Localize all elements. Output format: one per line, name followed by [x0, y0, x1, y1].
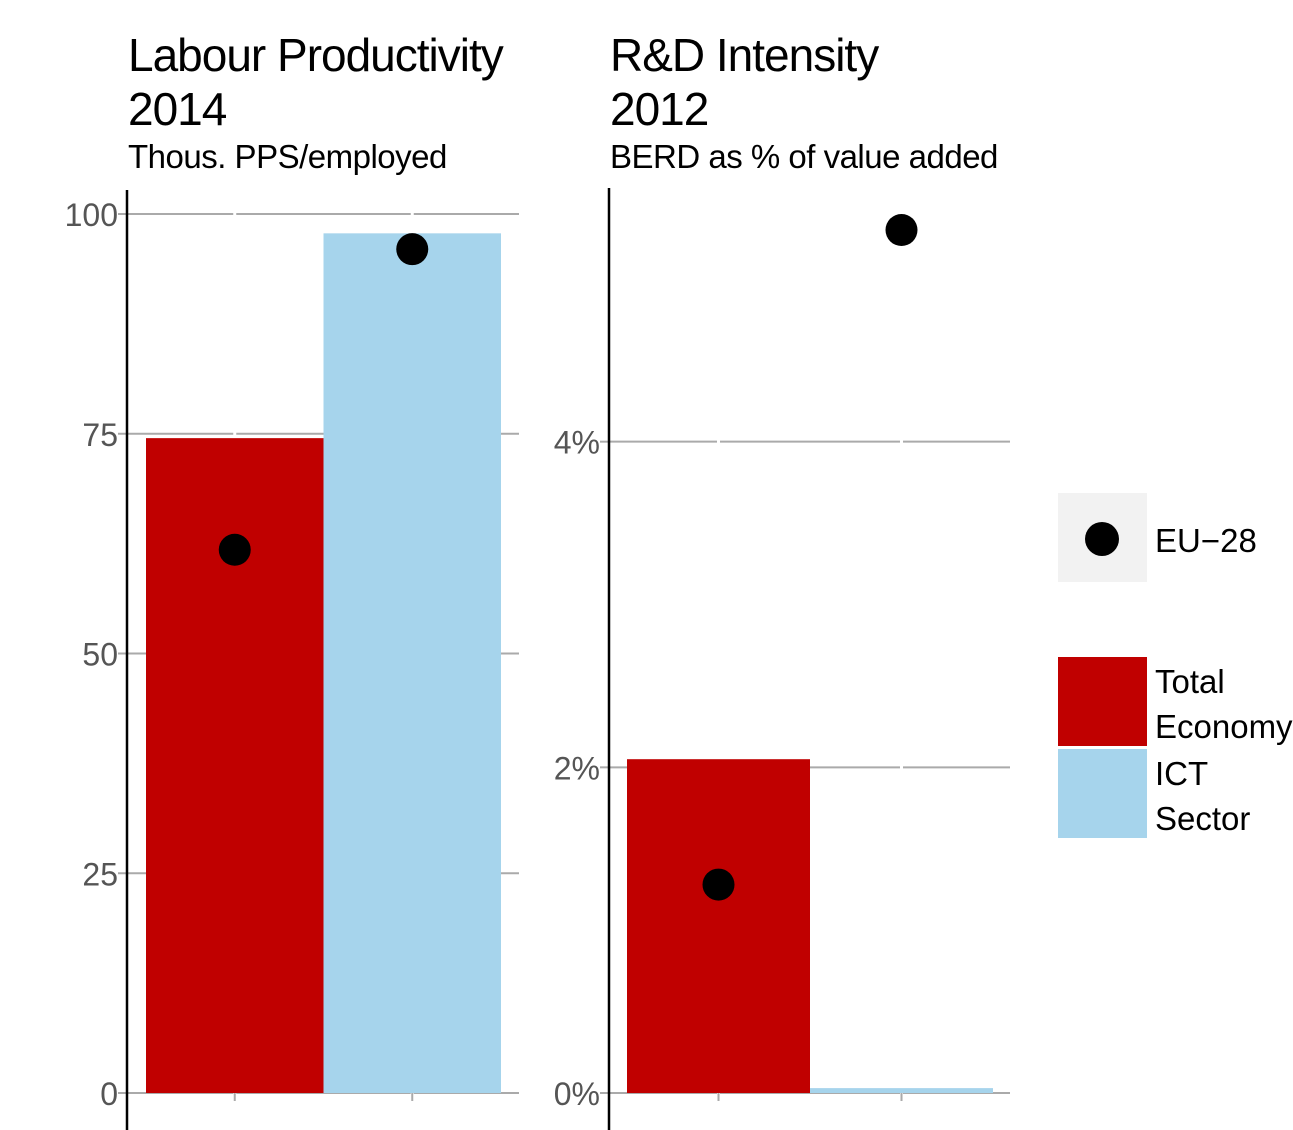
chart2-subtitle: BERD as % of value added [610, 138, 998, 175]
chart1-eu28-point [396, 233, 429, 266]
legend-label-ict-sector: ICT Sector [1155, 755, 1251, 837]
chart1-ytick-label: 75 [82, 417, 118, 453]
legend-point-icon [1085, 522, 1119, 556]
chart1-ytick-label: 100 [65, 197, 118, 233]
chart2-eu28-point [702, 868, 735, 901]
chart2-bar-ict-sector [810, 1088, 993, 1093]
chart1-subtitle: Thous. PPS/employed [128, 138, 447, 175]
chart1-title-year: 2014 [128, 83, 227, 135]
legend-point-label: EU−28 [1155, 522, 1257, 559]
chart2-bar-total-economy [627, 759, 810, 1093]
chart2-title: R&D Intensity 2012 [610, 28, 879, 136]
chart1-ytick-label: 50 [82, 637, 118, 673]
chart2-eu28-point [885, 214, 918, 246]
legend-point-key [1058, 493, 1147, 582]
chart1-eu28-point [218, 533, 251, 566]
chart1-ytick-label: 25 [82, 856, 118, 892]
chart2-ytick-label: 0% [554, 1076, 600, 1112]
legend-swatch-ict-sector [1058, 749, 1147, 838]
legend-swatch-total-economy [1058, 657, 1147, 746]
chart2-title-year: 2012 [610, 83, 709, 135]
chart2-title-main: R&D Intensity [610, 29, 879, 81]
chart2-ytick-label: 2% [554, 750, 600, 786]
chart1-ytick-label: 0 [100, 1076, 118, 1112]
chart1-title-main: Labour Productivity [128, 29, 504, 81]
chart1-title: Labour Productivity 2014 [128, 28, 504, 136]
chart1-bar-ict-sector [323, 233, 501, 1093]
legend-label-total-economy: Total Economy [1155, 663, 1293, 745]
chart2-ytick-label: 4% [554, 425, 600, 461]
